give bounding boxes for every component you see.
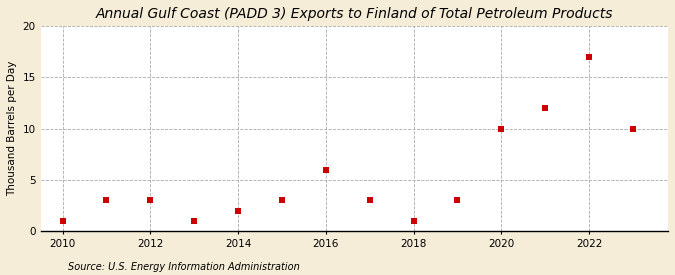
Point bbox=[584, 55, 595, 59]
Point bbox=[145, 198, 156, 203]
Point bbox=[189, 219, 200, 223]
Point bbox=[408, 219, 419, 223]
Point bbox=[277, 198, 288, 203]
Point bbox=[321, 167, 331, 172]
Title: Annual Gulf Coast (PADD 3) Exports to Finland of Total Petroleum Products: Annual Gulf Coast (PADD 3) Exports to Fi… bbox=[96, 7, 613, 21]
Y-axis label: Thousand Barrels per Day: Thousand Barrels per Day bbox=[7, 61, 17, 196]
Text: Source: U.S. Energy Information Administration: Source: U.S. Energy Information Administ… bbox=[68, 262, 299, 272]
Point bbox=[57, 219, 68, 223]
Point bbox=[540, 106, 551, 111]
Point bbox=[496, 126, 507, 131]
Point bbox=[233, 208, 244, 213]
Point bbox=[101, 198, 112, 203]
Point bbox=[628, 126, 639, 131]
Point bbox=[452, 198, 463, 203]
Point bbox=[364, 198, 375, 203]
